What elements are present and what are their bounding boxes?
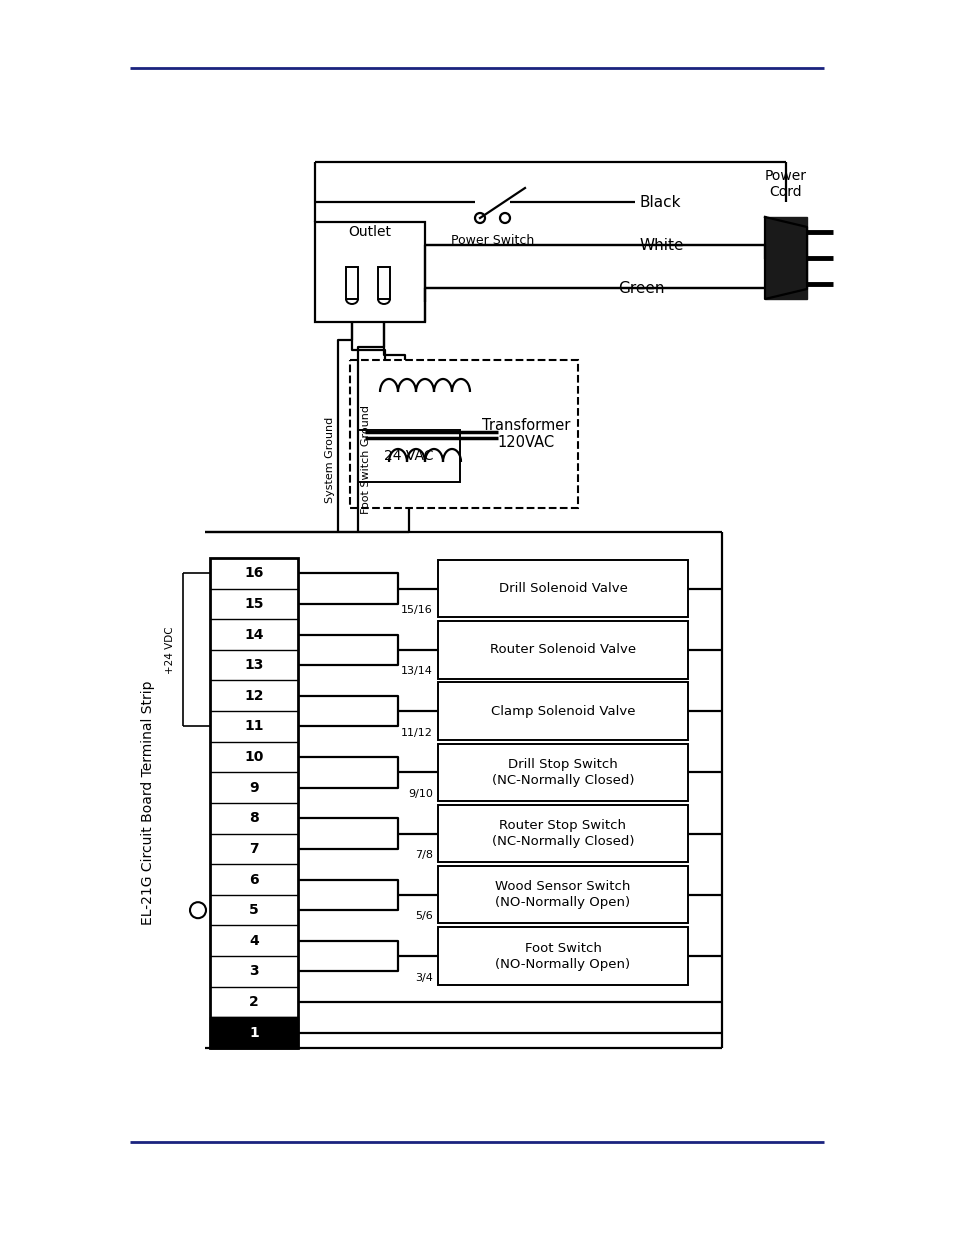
Text: 11/12: 11/12 xyxy=(400,727,433,737)
Text: +24 VDC: +24 VDC xyxy=(165,626,174,673)
Bar xyxy=(437,743,687,802)
Bar xyxy=(314,222,424,322)
Text: Power
Cord: Power Cord xyxy=(764,169,806,199)
Text: 9/10: 9/10 xyxy=(408,789,433,799)
Bar xyxy=(437,621,687,678)
Text: 14: 14 xyxy=(244,627,263,641)
Bar xyxy=(437,559,687,618)
Bar xyxy=(437,927,687,984)
Text: Foot Switch Ground: Foot Switch Ground xyxy=(360,405,371,515)
Text: 10: 10 xyxy=(244,750,263,764)
Bar xyxy=(210,1018,297,1049)
Text: 24 VAC: 24 VAC xyxy=(384,450,434,463)
Text: Router Stop Switch
(NC-Normally Closed): Router Stop Switch (NC-Normally Closed) xyxy=(491,819,634,848)
Text: 2: 2 xyxy=(249,995,258,1009)
Text: 9: 9 xyxy=(249,781,258,794)
Bar xyxy=(437,866,687,924)
Text: Power Switch: Power Switch xyxy=(451,233,534,247)
Text: 7/8: 7/8 xyxy=(415,850,433,861)
Text: Foot Switch
(NO-Normally Open): Foot Switch (NO-Normally Open) xyxy=(495,941,630,971)
Text: White: White xyxy=(639,237,684,252)
Text: 16: 16 xyxy=(244,567,263,580)
Text: 3: 3 xyxy=(249,965,258,978)
Text: 6: 6 xyxy=(249,873,258,887)
Bar xyxy=(437,683,687,740)
Bar xyxy=(437,805,687,862)
Bar xyxy=(210,558,297,1049)
Text: 5: 5 xyxy=(249,903,258,918)
Text: Transformer
120VAC: Transformer 120VAC xyxy=(481,417,570,451)
Text: 11: 11 xyxy=(244,720,263,734)
Text: 7: 7 xyxy=(249,842,258,856)
Text: 4: 4 xyxy=(249,934,258,947)
Text: 15: 15 xyxy=(244,597,263,611)
Bar xyxy=(357,430,459,482)
Bar xyxy=(350,359,578,508)
Text: Drill Solenoid Valve: Drill Solenoid Valve xyxy=(498,582,627,595)
Text: Wood Sensor Switch
(NO-Normally Open): Wood Sensor Switch (NO-Normally Open) xyxy=(495,881,630,909)
Text: 13/14: 13/14 xyxy=(400,667,433,677)
Text: 8: 8 xyxy=(249,811,258,825)
Text: 15/16: 15/16 xyxy=(401,605,433,615)
Text: Outlet: Outlet xyxy=(348,225,391,240)
Text: Router Solenoid Valve: Router Solenoid Valve xyxy=(490,643,636,656)
Bar xyxy=(346,267,357,299)
Text: 12: 12 xyxy=(244,689,263,703)
Text: System Ground: System Ground xyxy=(325,417,335,503)
Text: EL-21G Circuit Board Terminal Strip: EL-21G Circuit Board Terminal Strip xyxy=(141,680,154,925)
Bar xyxy=(764,217,806,299)
Text: Drill Stop Switch
(NC-Normally Closed): Drill Stop Switch (NC-Normally Closed) xyxy=(491,758,634,787)
Text: Green: Green xyxy=(618,280,664,295)
Text: Clamp Solenoid Valve: Clamp Solenoid Valve xyxy=(490,705,635,718)
Text: 5/6: 5/6 xyxy=(415,911,433,921)
Text: 1: 1 xyxy=(249,1026,258,1040)
Text: 13: 13 xyxy=(244,658,263,672)
Bar xyxy=(377,267,390,299)
Text: Black: Black xyxy=(639,194,680,210)
Text: 3/4: 3/4 xyxy=(415,973,433,983)
